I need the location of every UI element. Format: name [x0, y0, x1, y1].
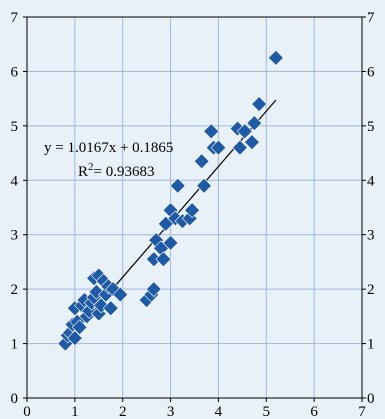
x-tick-label: 6 — [310, 404, 318, 419]
right-y-tick-label: 5 — [367, 119, 375, 135]
y-tick-label: 2 — [11, 282, 19, 298]
data-point — [155, 251, 172, 268]
y-tick-label: 4 — [11, 173, 19, 189]
r-squared-value: = 0.93683 — [94, 164, 155, 180]
data-point — [251, 96, 268, 113]
y-tick-label: 0 — [11, 391, 19, 407]
y-tick-label: 5 — [11, 119, 19, 135]
x-tick-label: 5 — [263, 404, 271, 419]
x-tick-label: 0 — [23, 404, 31, 419]
y-tick-label: 7 — [11, 10, 19, 26]
data-point — [184, 202, 201, 219]
y-tick-label: 6 — [11, 64, 19, 80]
data-point — [196, 177, 212, 194]
data-point — [244, 134, 260, 151]
grid — [27, 17, 362, 398]
data-point — [102, 300, 119, 317]
data-points — [57, 49, 284, 352]
x-tick-label: 2 — [119, 404, 127, 419]
right-y-tick-label: 1 — [367, 337, 375, 353]
y-tick-label: 1 — [11, 337, 19, 353]
right-y-tick-label: 6 — [367, 64, 375, 80]
right-y-tick-label: 2 — [367, 282, 375, 298]
data-point — [112, 286, 129, 303]
trendline-equation: y = 1.0167x + 0.1865 — [44, 140, 173, 156]
data-point — [71, 319, 88, 336]
data-point — [162, 234, 179, 251]
right-y-tick-label: 4 — [367, 173, 375, 189]
r-squared-prefix: R — [78, 164, 88, 180]
data-point — [66, 330, 83, 347]
right-y-tick-label: 0 — [367, 391, 375, 407]
data-point — [232, 139, 248, 156]
x-tick-label: 4 — [215, 404, 223, 419]
data-point — [236, 123, 253, 140]
data-point — [203, 123, 220, 140]
x-tick-label: 7 — [358, 404, 366, 419]
x-tick-label: 1 — [71, 404, 79, 419]
data-point — [210, 139, 227, 156]
r-squared-superscript: 2 — [88, 161, 94, 173]
data-point — [193, 153, 210, 170]
data-point — [169, 177, 186, 194]
x-tick-label: 3 — [167, 404, 175, 419]
right-y-tick-label: 3 — [367, 228, 375, 244]
right-y-tick-label: 7 — [367, 10, 375, 26]
r-squared-label: R2= 0.93683 — [78, 161, 154, 180]
y-tick-label: 3 — [11, 228, 19, 244]
data-point — [145, 281, 162, 298]
plot-frame — [26, 16, 363, 399]
data-point — [267, 49, 284, 66]
data-point — [246, 115, 263, 132]
